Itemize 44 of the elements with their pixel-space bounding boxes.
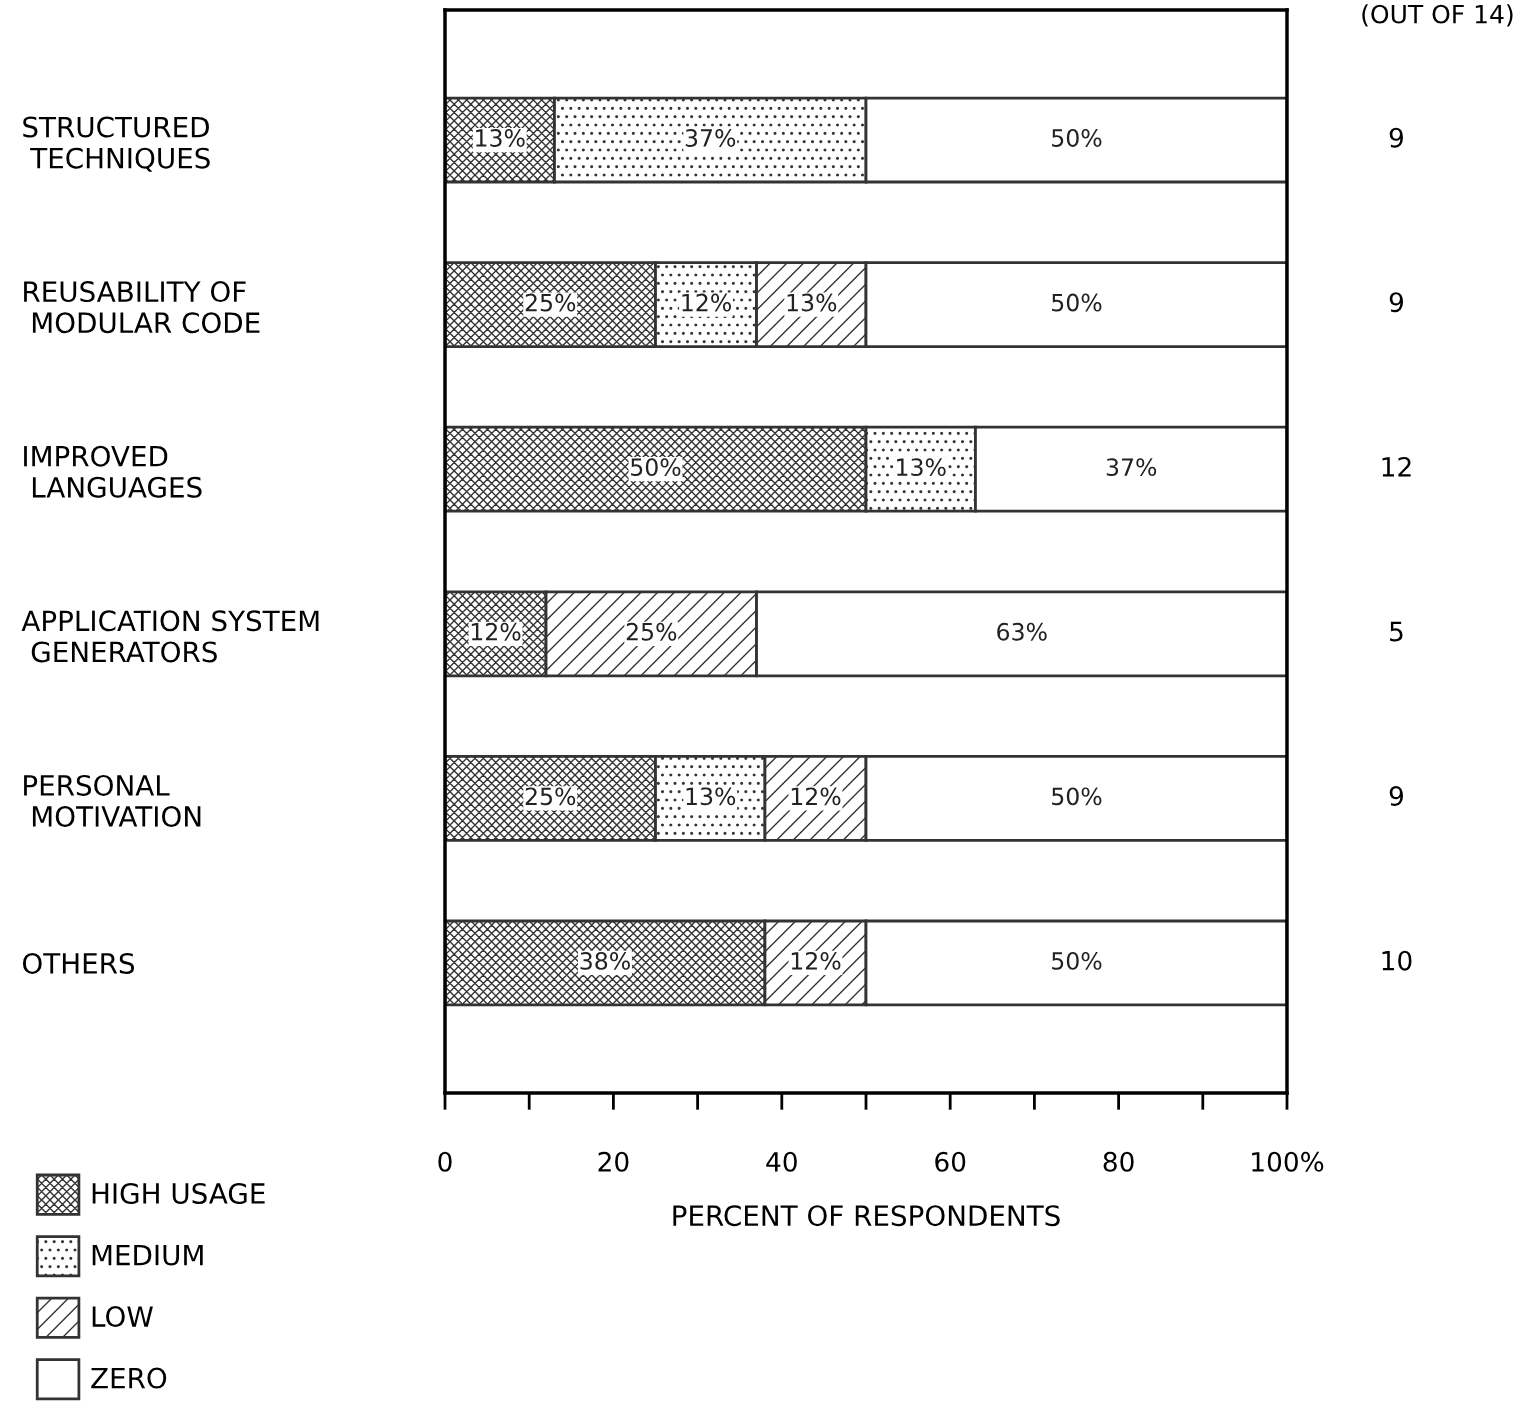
data-label: 13%	[787, 293, 837, 312]
x-tick-label: 100%	[1252, 1151, 1324, 1172]
y-tick-label: REUSABILITY OF MODULAR CODE	[24, 281, 260, 334]
text: 9	[1389, 127, 1403, 148]
data-label: 25%	[626, 622, 677, 641]
text: 9	[1389, 786, 1403, 807]
data-label: 37%	[685, 129, 736, 147]
data-label: 50%	[1052, 951, 1102, 970]
data-label: 13%	[686, 787, 736, 806]
y-tick-label: APPLICATION SYSTEM GENERATORS	[21, 610, 319, 663]
data-label: 12%	[791, 951, 841, 970]
x-tick-label: 0	[438, 1151, 452, 1172]
data-label: 50%	[1052, 293, 1102, 312]
text: (OUT OF 14)	[1362, 4, 1513, 27]
text: 10	[1382, 950, 1412, 971]
y-tick-label: IMPROVED LANGUAGES	[24, 445, 202, 498]
data-label: 13%	[476, 129, 525, 147]
data-label: 12%	[791, 787, 841, 806]
data-label: 63%	[997, 622, 1047, 641]
data-label: 12%	[471, 622, 521, 641]
x-axis-title: PERCENT OF RESPONDENTS	[673, 1205, 1060, 1227]
y-tick-label: OTHERS	[22, 952, 135, 974]
data-label: 50%	[631, 458, 681, 477]
legend-label: LOW	[92, 1306, 153, 1328]
data-label: 12%	[682, 293, 731, 312]
x-tick-label: 20	[598, 1151, 629, 1172]
text: 5	[1390, 621, 1403, 642]
data-label: 50%	[1052, 129, 1102, 147]
x-tick-label: 60	[935, 1151, 966, 1172]
data-label: 25%	[525, 787, 576, 806]
text: 9	[1389, 292, 1403, 313]
x-tick-label: 80	[1103, 1151, 1134, 1172]
legend-label: HIGH USAGE	[92, 1182, 265, 1205]
legend-label: ZERO	[91, 1367, 167, 1389]
x-tick-label: 40	[766, 1151, 797, 1172]
data-label: 38%	[580, 951, 630, 970]
data-label: 37%	[1106, 458, 1157, 477]
text: 12	[1382, 456, 1411, 477]
data-label: 25%	[525, 293, 576, 312]
data-label: 50%	[1052, 787, 1102, 806]
data-label: 13%	[897, 458, 946, 477]
y-tick-label: PERSONAL MOTIVATION	[24, 774, 201, 827]
y-tick-label: STRUCTURED TECHNIQUES	[23, 116, 210, 172]
legend-label: MEDIUM	[92, 1244, 203, 1266]
